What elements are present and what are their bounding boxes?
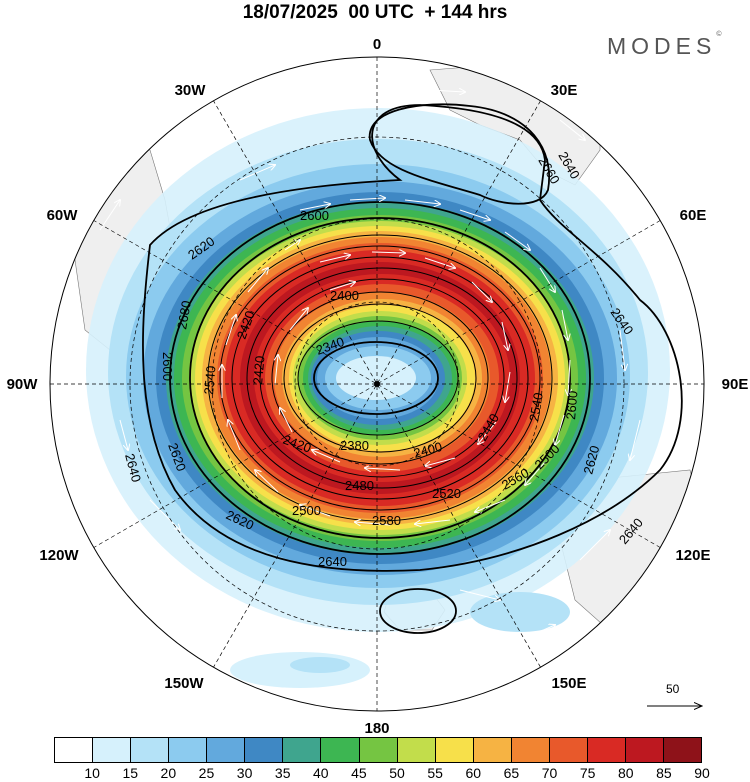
contour-label: 2540	[526, 391, 546, 422]
contour-label: 2380	[340, 438, 369, 453]
colorbar-cell	[549, 738, 588, 762]
contour-label: 2400	[330, 288, 359, 303]
lon-label-30w: 30W	[175, 82, 207, 99]
reference-wind-label: 50	[666, 682, 680, 696]
colorbar-cell	[435, 738, 474, 762]
contour-label: 2640	[122, 452, 144, 484]
contour-label: 2580	[372, 513, 401, 528]
colorbar-cell	[131, 738, 170, 762]
colorbar-cell	[207, 738, 246, 762]
wind-speed-shading	[86, 108, 670, 688]
colorbar-cell	[587, 738, 626, 762]
contour-label: 2540	[201, 365, 218, 395]
colorbar-tick-label: 70	[541, 765, 558, 781]
contour-label: 2520	[432, 486, 461, 501]
lon-label-150w: 150W	[164, 675, 204, 692]
longitude-labels: 0 30E 60E 90E 120E 150E 180 150W 120W 90…	[7, 36, 749, 735]
brand-logo: MODES©	[607, 31, 722, 60]
contour-label: 2500	[292, 503, 321, 518]
meridians	[50, 57, 704, 711]
colorbar-cell	[473, 738, 512, 762]
brand-name: MODES	[607, 33, 717, 59]
colorbar-tick-label: 80	[617, 765, 634, 781]
colorbar-cell	[245, 738, 284, 762]
lon-label-90w: 90W	[7, 376, 39, 393]
contour-label: 2680	[174, 299, 194, 330]
colorbar-tick-label: 20	[160, 765, 177, 781]
contour-label: 2600	[563, 390, 580, 420]
colorbar-cell	[397, 738, 436, 762]
lon-label-60w: 60W	[47, 207, 79, 224]
colorbar-cell	[625, 738, 664, 762]
colorbar-tick-label: 30	[236, 765, 253, 781]
colorbar-tick-label: 10	[84, 765, 100, 781]
contour-label: 2420	[250, 355, 267, 385]
colorbar-tick-label: 55	[427, 765, 443, 781]
colorbar	[54, 737, 702, 763]
colorbar-tick-label: 65	[503, 765, 520, 781]
colorbar-tick-label: 85	[656, 765, 672, 781]
map-disc	[50, 57, 704, 711]
colorbar-cell	[321, 738, 360, 762]
colorbar-tick-label: 25	[198, 765, 215, 781]
polar-map: 0 30E 60E 90E 120E 150E 180 150W 120W 90…	[7, 36, 749, 735]
lon-label-120e: 120E	[675, 547, 710, 564]
colorbar-tick-labels: 10 15 20 25 30 35 40 45 50 55 60 65 70 75 80 85 90	[54, 765, 709, 782]
colorbar-tick-label: 60	[465, 765, 482, 781]
colorbar-tick-label: 50	[389, 765, 405, 781]
colorbar-cell	[55, 738, 94, 762]
map-border	[49, 56, 705, 712]
colorbar-tick-label: 90	[694, 765, 710, 781]
colorbar-cell	[283, 738, 322, 762]
contour-label: 2620	[580, 444, 602, 476]
lon-label-30e: 30E	[551, 82, 578, 99]
lon-label-150e: 150E	[551, 675, 586, 692]
colorbar-tick-label: 35	[274, 765, 291, 781]
colorbar-cell	[93, 738, 132, 762]
lon-label-60e: 60E	[680, 207, 707, 224]
contour-label: 2480	[345, 478, 374, 493]
brand-mark: ©	[716, 31, 722, 38]
lon-label-0: 0	[373, 36, 381, 53]
pole-marker	[374, 381, 380, 387]
wind-vectors	[99, 90, 641, 641]
colorbar-tick-label: 15	[122, 765, 139, 781]
colorbar-tick-label: 45	[351, 765, 367, 781]
contour-label: 2400	[412, 439, 444, 461]
lon-label-90e: 90E	[722, 376, 749, 393]
colorbar-tick-label: 40	[313, 765, 329, 781]
contour-label: 2600	[300, 208, 329, 223]
lon-label-180: 180	[364, 720, 389, 735]
map-title: 18/07/2025 00 UTC + 144 hrs	[242, 2, 508, 23]
colorbar-cell	[511, 738, 550, 762]
contour-label: 2600	[160, 352, 175, 381]
colorbar-cell	[359, 738, 398, 762]
height-contours	[142, 103, 683, 634]
colorbar-tick-label: 75	[579, 765, 596, 781]
contour-label: 2640	[318, 554, 347, 569]
colorbar-cell	[169, 738, 208, 762]
colorbar-cells	[54, 737, 702, 763]
colorbar-cell	[664, 738, 702, 762]
lon-label-120w: 120W	[39, 547, 79, 564]
